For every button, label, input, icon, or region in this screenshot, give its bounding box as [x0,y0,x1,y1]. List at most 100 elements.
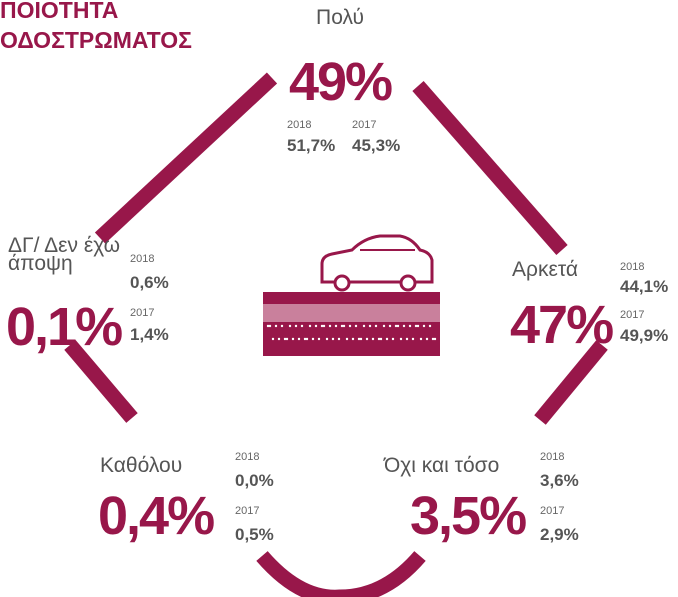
road-layer [263,304,440,322]
item-value: 47% [510,295,613,355]
item-label: Όχι και τόσο [383,454,499,477]
diamond-frame [64,72,608,597]
history-year: 2018 [130,253,154,265]
item-value: 0,1% [6,297,122,357]
road-dot [391,337,395,341]
road-dot [414,324,418,328]
road-dot [311,337,315,341]
road-dot [408,324,412,328]
road-dot [305,337,309,341]
road-dot [411,337,415,341]
road-dot [266,324,270,328]
road-dot [322,324,326,328]
road-dot [394,324,398,328]
road-dot [428,324,432,328]
road-dot [396,324,400,328]
item-value: 3,5% [410,486,526,546]
item-value: 0,4% [98,486,214,546]
frame-segment [256,551,426,597]
road-dot [382,324,386,328]
road-dot [308,324,312,328]
item-label: Καθόλου [100,454,182,477]
road-dot [297,337,301,341]
road-dot [325,337,329,341]
wheel [333,274,351,292]
road-dot [271,337,275,341]
road [263,292,440,356]
road-dot [377,337,381,341]
road-dot [317,337,321,341]
road-dot [368,324,372,328]
road-dot [354,324,358,328]
frame-segment [94,72,278,244]
road-dot [385,337,389,341]
road-dot [283,337,287,341]
road-dot [359,337,363,341]
history-year: 2017 [540,505,564,517]
history-year: 2017 [352,119,376,131]
road-dot [331,337,335,341]
road-dot [328,324,332,328]
road-dot [371,337,375,341]
history-year: 2018 [235,451,259,463]
frame-segment [64,340,138,423]
history-value: 49,9% [620,326,668,345]
road-dot [431,337,435,341]
road-dot [425,337,429,341]
road-dot [285,337,289,341]
history-year: 2017 [620,309,644,321]
item-label: άποψη [8,252,73,275]
history-value: 3,6% [540,471,579,490]
history-value: 44,1% [620,277,668,296]
road-dot [419,337,423,341]
road-dot [365,337,369,341]
road-dot [340,324,344,328]
history-value: 45,3% [352,136,400,155]
road-dot [303,337,307,341]
road-dot [433,337,437,341]
road-dot [294,324,298,328]
road-dot [374,324,378,328]
history-year: 2018 [287,119,311,131]
wheel [399,274,417,292]
road-dot [422,324,426,328]
history-value: 0,5% [235,525,274,544]
history-year: 2018 [540,451,564,463]
history-value: 2,9% [540,525,579,544]
road-dot [300,324,304,328]
road-dot [277,337,281,341]
item-label: Αρκετά [512,258,578,281]
road-dot [334,324,338,328]
road-dot [351,337,355,341]
history-year: 2018 [620,261,644,273]
history-value: 1,4% [130,325,169,344]
road-dot [274,324,278,328]
history-value: 0,6% [130,273,169,292]
road-dot [288,324,292,328]
road-dot [314,324,318,328]
road-dot [268,324,272,328]
item-label: Πολύ [316,6,364,29]
road-dot [342,324,346,328]
road-dot [348,324,352,328]
history-value: 51,7% [287,136,335,155]
road-dot [357,337,361,341]
road-dot [416,324,420,328]
road-dot [337,337,341,341]
history-year: 2017 [130,307,154,319]
car [320,234,434,284]
road-dot [345,337,349,341]
road-dot [362,324,366,328]
road-dot [388,324,392,328]
item-value: 49% [289,52,392,112]
road-dot [291,337,295,341]
history-year: 2017 [235,505,259,517]
car-road-icon [263,234,440,356]
road-dot [402,324,406,328]
title: ΟΔΟΣΤΡΩΜΑΤΟΣ [0,27,192,53]
road-dot [379,337,383,341]
road-dot [280,324,284,328]
road-dot [399,337,403,341]
frame-segment [412,81,568,255]
